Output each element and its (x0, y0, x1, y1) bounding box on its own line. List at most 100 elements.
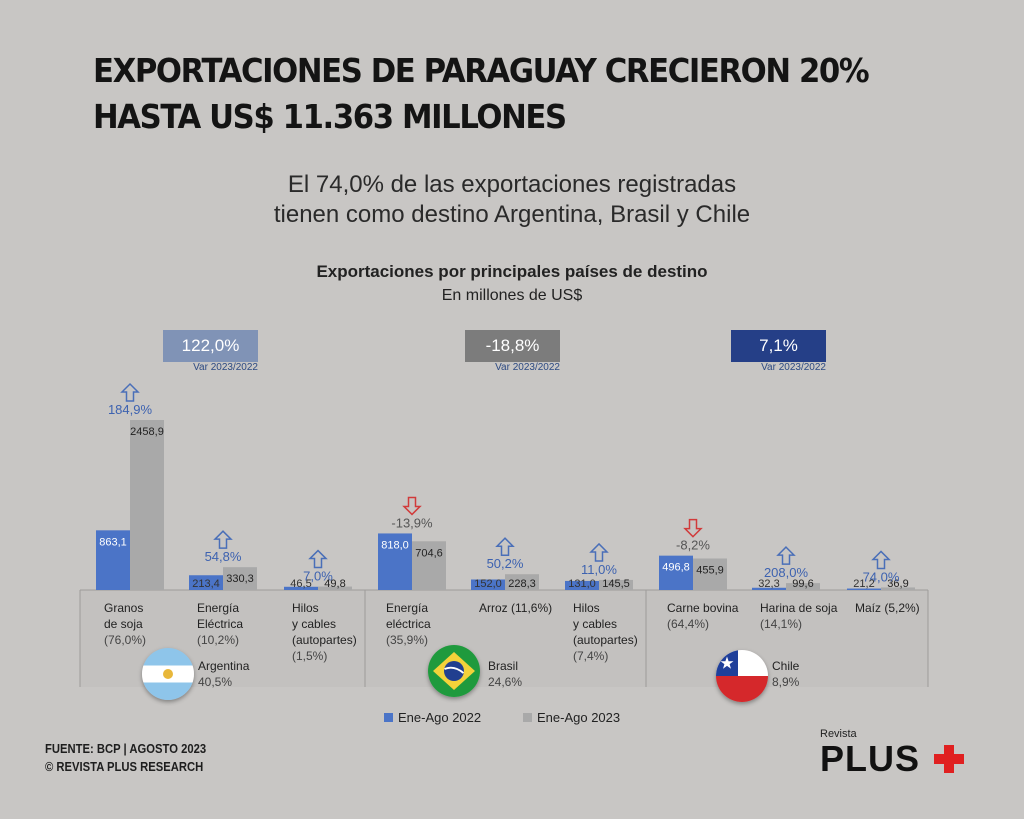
category-label: y cables (573, 617, 617, 631)
data-label-2022: 152,0 (474, 578, 502, 590)
data-label-2023: 49,8 (324, 578, 345, 590)
bar-2022 (565, 580, 599, 590)
category-label: (7,4%) (573, 649, 608, 663)
variation-label: 50,2% (487, 556, 524, 571)
category-label: (10,2%) (197, 633, 239, 647)
bar-2022 (96, 530, 130, 590)
variation-label: -13,9% (391, 515, 433, 530)
title-line-2: HASTA US$ 11.363 MILLONES (93, 97, 567, 136)
variation-label-brasil: Var 2023/2022 (495, 362, 560, 373)
legend-swatch-2022 (384, 713, 393, 722)
chart-title: Exportaciones por principales países de … (316, 262, 708, 281)
logo-plus-icon (934, 745, 965, 773)
subtitle: El 74,0% de las exportaciones registrada… (0, 170, 1024, 230)
data-label-2022: 131,0 (568, 578, 596, 590)
data-label-2022: 32,3 (758, 578, 779, 590)
legend-item-2023: Ene-Ago 2023 (523, 710, 620, 725)
variation-label-argentina: Var 2023/2022 (193, 362, 258, 373)
category-label: de soja (104, 617, 143, 631)
data-label-2023: 455,9 (696, 564, 724, 576)
data-label-2022: 818,0 (381, 539, 409, 551)
data-label-2023: 228,3 (508, 578, 536, 590)
data-label-2022: 863,1 (99, 536, 127, 548)
title-line-1: EXPORTACIONES DE PARAGUAY CRECIERON 20% (93, 51, 870, 90)
bar-2023 (318, 586, 352, 590)
subtitle-line-2: tienen como destino Argentina, Brasil y … (273, 201, 751, 228)
arrow-up-icon (120, 382, 140, 402)
category-label: eléctrica (386, 617, 431, 631)
source-line-1: FUENTE: BCP | AGOSTO 2023 (45, 742, 207, 756)
data-label-2022: 213,4 (192, 578, 220, 590)
category-label: (76,0%) (104, 633, 146, 647)
bar-2022 (847, 588, 881, 590)
bar-2022 (752, 587, 786, 590)
variation-label: 184,9% (108, 402, 153, 417)
argentina-flag-icon (142, 648, 194, 700)
category-label: Granos (104, 601, 143, 615)
country-share-brasil: 24,6% (488, 675, 523, 689)
data-label-2023: 330,3 (226, 573, 254, 585)
legend-label-2022: Ene-Ago 2022 (398, 710, 482, 725)
arrow-up-icon (213, 530, 233, 549)
legend-item-2022: Ene-Ago 2022 (384, 710, 481, 725)
data-label-2023: 145,5 (602, 578, 630, 590)
category-label: (64,4%) (667, 617, 709, 631)
category-label: (14,1%) (760, 617, 802, 631)
bar-2022 (189, 575, 223, 590)
bar-2022 (284, 586, 318, 590)
arrow-down-icon (683, 518, 703, 538)
category-label: (autopartes) (573, 633, 638, 647)
category-label: (autopartes) (292, 633, 357, 647)
logo-revista: Revista (820, 728, 857, 740)
category-label: Eléctrica (197, 617, 243, 631)
bar-2022 (471, 579, 505, 590)
country-label-chile: Chile 8,9% (772, 658, 799, 690)
variation-label-chile: Var 2023/2022 (761, 362, 826, 373)
country-name-chile: Chile (772, 659, 800, 673)
category-label: Arroz (11,6%) (479, 601, 552, 615)
page-title: EXPORTACIONES DE PARAGUAY CRECIERON 20% … (93, 48, 870, 140)
variation-label: 54,8% (205, 549, 242, 564)
variation-label: 11,0% (581, 562, 617, 577)
category-label: (1,5%) (292, 649, 327, 663)
arrow-up-icon (871, 550, 891, 570)
arrow-up-icon (308, 549, 328, 569)
category-panel (80, 590, 928, 687)
bar-2023 (412, 541, 446, 590)
variation-label: -8,2% (676, 538, 710, 553)
variation-box-brasil: -18,8% (465, 330, 560, 362)
country-share-argentina: 40,5% (198, 675, 233, 689)
category-label: Hilos (573, 601, 600, 615)
bar-2022 (659, 555, 693, 590)
legend-label-2023: Ene-Ago 2023 (537, 710, 621, 725)
data-label-2022: 496,8 (662, 562, 690, 574)
variation-label: 74,0% (863, 569, 900, 584)
category-label: Hilos (292, 601, 319, 615)
data-label-2022: 46,5 (290, 578, 311, 590)
source-note: FUENTE: BCP | AGOSTO 2023 © REVISTA PLUS… (45, 740, 206, 776)
category-label: (35,9%) (386, 633, 428, 647)
arrow-up-icon (776, 546, 796, 565)
source-line-2: © REVISTA PLUS RESEARCH (45, 760, 204, 774)
category-label: Carne bovina (667, 601, 739, 615)
logo-text: PLUS (820, 738, 921, 779)
chart-subtitle: En millones de US$ (441, 287, 583, 304)
country-name-brasil: Brasil (488, 659, 519, 673)
bar-2023 (599, 579, 633, 590)
variation-label: 7,0% (303, 569, 333, 584)
data-label-2023: 36,9 (887, 578, 908, 590)
legend-swatch-2023 (523, 713, 532, 722)
data-label-2023: 99,6 (792, 578, 813, 590)
data-label-2022: 21,2 (853, 578, 874, 590)
category-label: y cables (292, 617, 336, 631)
arrow-up-icon (495, 537, 515, 556)
variation-box-chile: 7,1% (731, 330, 826, 362)
category-label: Maíz (5,2%) (855, 601, 920, 615)
country-label-argentina: Argentina 40,5% (198, 658, 249, 690)
bar-2023 (786, 583, 820, 590)
country-label-brasil: Brasil 24,6% (488, 658, 522, 690)
category-label: Harina de soja (760, 601, 838, 615)
chile-flag-icon (716, 650, 768, 702)
subtitle-line-1: El 74,0% de las exportaciones registrada… (287, 171, 737, 198)
